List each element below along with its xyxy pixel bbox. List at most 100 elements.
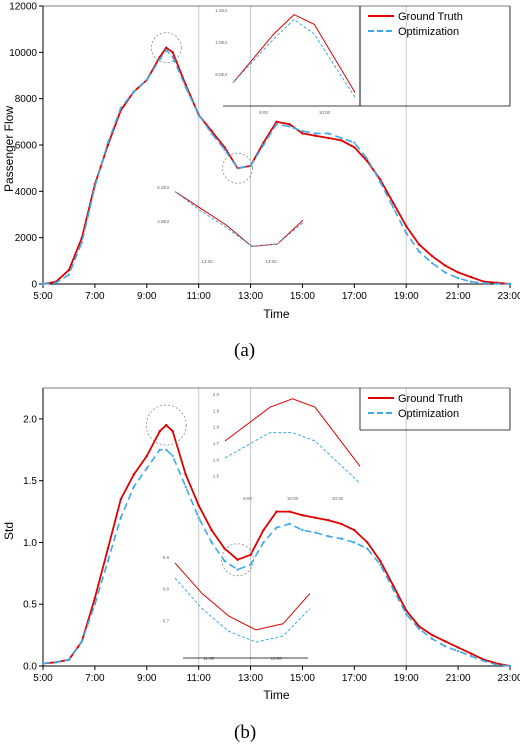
inset-tick-label: 4.8E3 xyxy=(157,219,169,224)
data-point xyxy=(236,166,239,170)
series-line-optimization xyxy=(42,448,511,667)
data-point xyxy=(392,206,395,209)
data-point xyxy=(508,282,512,286)
data-point xyxy=(132,485,136,489)
y-tick-label: 0 xyxy=(31,280,37,291)
data-point xyxy=(288,122,291,126)
data-point xyxy=(456,277,460,280)
data-point xyxy=(417,250,421,253)
data-point xyxy=(67,658,71,662)
inset-tick-label: 13:00 xyxy=(265,259,277,264)
x-tick-label: 17:00 xyxy=(342,291,367,302)
data-point xyxy=(443,264,447,267)
data-point xyxy=(340,537,343,540)
data-point xyxy=(210,132,213,135)
zoom-highlight-circle xyxy=(222,152,253,184)
data-point xyxy=(165,46,168,49)
data-point xyxy=(106,141,110,144)
data-point xyxy=(236,558,239,561)
x-tick-label: 21:00 xyxy=(446,673,471,684)
data-point xyxy=(443,271,447,274)
x-tick-label: 9:00 xyxy=(137,673,157,684)
data-point xyxy=(405,609,408,612)
data-point xyxy=(430,633,434,637)
data-point xyxy=(340,136,343,140)
data-point xyxy=(430,261,434,265)
series-line-ground-truth xyxy=(42,46,511,285)
data-point xyxy=(210,129,213,133)
data-point xyxy=(119,498,123,501)
inset-tick-label: 5.2E3 xyxy=(157,185,169,190)
data-point xyxy=(392,201,395,205)
data-point xyxy=(469,275,473,279)
inset-tick-label: 0.8 xyxy=(163,587,170,592)
x-tick-label: 15:00 xyxy=(290,291,315,302)
data-point xyxy=(145,467,148,470)
inset-tick-label: 1.5 xyxy=(213,474,220,479)
data-point xyxy=(275,526,278,529)
x-tick-label: 19:00 xyxy=(394,673,419,684)
inset-series-line xyxy=(174,562,311,631)
x-tick-label: 7:00 xyxy=(85,291,105,302)
data-point xyxy=(301,129,304,133)
data-point xyxy=(301,514,304,517)
data-point xyxy=(392,588,395,591)
data-point xyxy=(119,106,123,110)
y-axis-title: Std xyxy=(2,522,16,540)
y-tick-label: 6000 xyxy=(15,141,38,152)
data-point xyxy=(430,255,434,258)
data-point xyxy=(275,122,278,126)
chart-panel-a: 5:00 7:00 9:00 11:00 13:00 15:00 17:00 19:00 21:… xyxy=(2,2,520,322)
data-point xyxy=(405,231,408,235)
y-tick-label: 2000 xyxy=(15,233,38,244)
inset-tick-label: 10:00 xyxy=(319,110,331,115)
x-tick-label: 19:00 xyxy=(394,291,419,302)
inset-tick-label: 12:00 xyxy=(201,259,213,264)
data-point xyxy=(132,473,136,476)
data-point xyxy=(132,90,136,93)
data-point xyxy=(249,164,252,168)
data-point xyxy=(482,659,486,663)
data-point xyxy=(353,528,356,532)
data-point xyxy=(262,528,265,532)
x-tick-label: 5:00 xyxy=(33,291,53,302)
data-point xyxy=(184,83,187,86)
zoom-highlight-circle xyxy=(150,32,182,64)
data-point xyxy=(456,649,460,653)
data-point xyxy=(145,454,148,458)
data-point xyxy=(210,541,213,544)
data-point xyxy=(301,132,304,135)
data-point xyxy=(197,113,200,117)
data-point xyxy=(456,646,460,649)
zoom-highlight-circle xyxy=(145,404,187,446)
data-point xyxy=(327,535,330,538)
data-point xyxy=(158,448,161,451)
data-point xyxy=(482,281,486,285)
data-point xyxy=(93,596,97,600)
data-point xyxy=(366,541,369,544)
inset-series-line xyxy=(224,398,361,467)
data-point xyxy=(314,531,317,534)
data-point xyxy=(495,663,499,666)
data-point xyxy=(197,504,200,507)
data-point xyxy=(508,664,512,668)
y-tick-label: 10000 xyxy=(9,48,37,59)
data-point xyxy=(249,563,252,566)
data-point xyxy=(314,516,317,519)
y-tick-label: 1.0 xyxy=(23,538,37,549)
x-axis-title: Time xyxy=(263,688,290,702)
data-point xyxy=(80,241,84,244)
data-point xyxy=(314,132,317,135)
data-point xyxy=(106,559,110,563)
data-point xyxy=(197,516,200,519)
data-point xyxy=(67,273,71,276)
x-tick-label: 23:00 xyxy=(497,291,520,302)
y-tick-label: 12000 xyxy=(9,2,37,13)
data-point xyxy=(405,224,408,228)
x-tick-label: 23:00 xyxy=(497,673,520,684)
legend-label: Ground Truth xyxy=(398,11,463,23)
data-point xyxy=(288,522,291,526)
data-point xyxy=(67,268,71,272)
inset-tick-label: 1.8 xyxy=(213,425,220,430)
data-point xyxy=(288,125,291,128)
